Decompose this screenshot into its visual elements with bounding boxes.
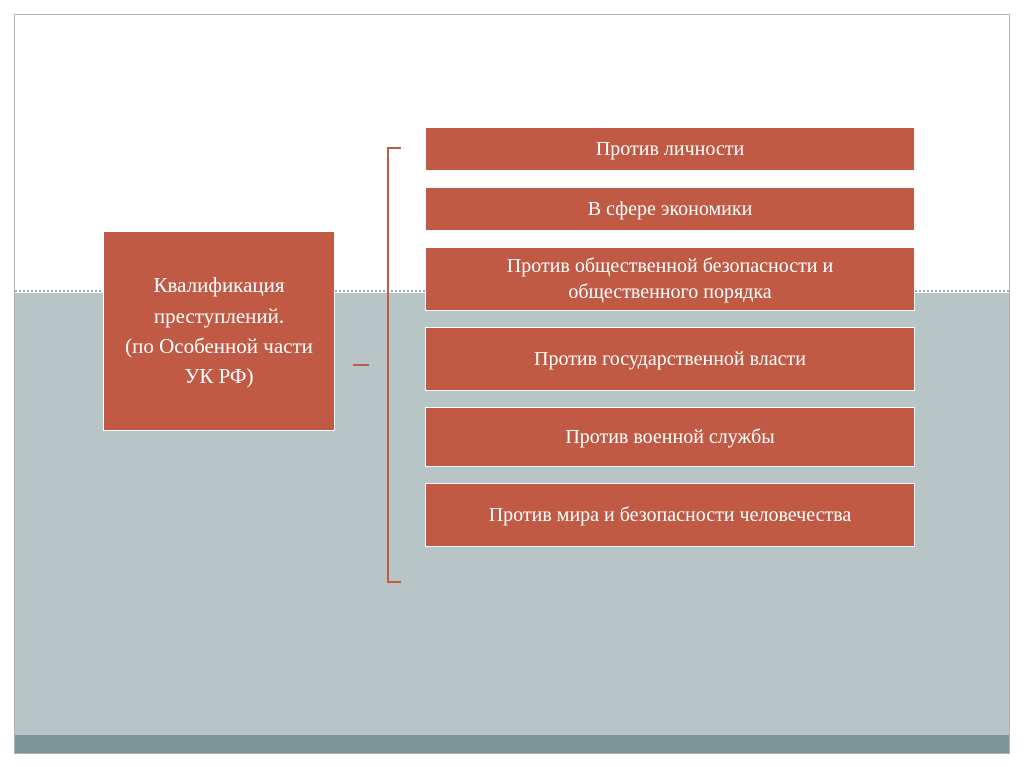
category-item: В сфере экономики bbox=[425, 187, 915, 231]
items-column: Против личности В сфере экономики Против о… bbox=[425, 127, 915, 547]
category-item-label: В сфере экономики bbox=[588, 196, 753, 222]
category-item: Против общественной безопасности и общес… bbox=[425, 247, 915, 311]
slide-canvas: Квалификация преступлений.(по Особенной … bbox=[0, 0, 1024, 767]
category-item: Против военной службы bbox=[425, 407, 915, 467]
category-item: Против мира и безопасности человечества bbox=[425, 483, 915, 547]
category-item-label: Против общественной безопасности и общес… bbox=[440, 253, 900, 305]
category-item-label: Против мира и безопасности человечества bbox=[489, 502, 852, 528]
bracket-connector bbox=[367, 135, 389, 595]
category-item-label: Против государственной власти bbox=[534, 346, 806, 372]
main-category-box: Квалификация преступлений.(по Особенной … bbox=[103, 231, 335, 431]
category-item-label: Против личности bbox=[596, 136, 744, 162]
diagram-content: Квалификация преступлений.(по Особенной … bbox=[15, 15, 1009, 753]
main-category-label: Квалификация преступлений.(по Особенной … bbox=[122, 270, 316, 392]
category-item-label: Против военной службы bbox=[565, 424, 774, 450]
slide-frame: Квалификация преступлений.(по Особенной … bbox=[14, 14, 1010, 754]
category-item: Против государственной власти bbox=[425, 327, 915, 391]
category-item: Против личности bbox=[425, 127, 915, 171]
